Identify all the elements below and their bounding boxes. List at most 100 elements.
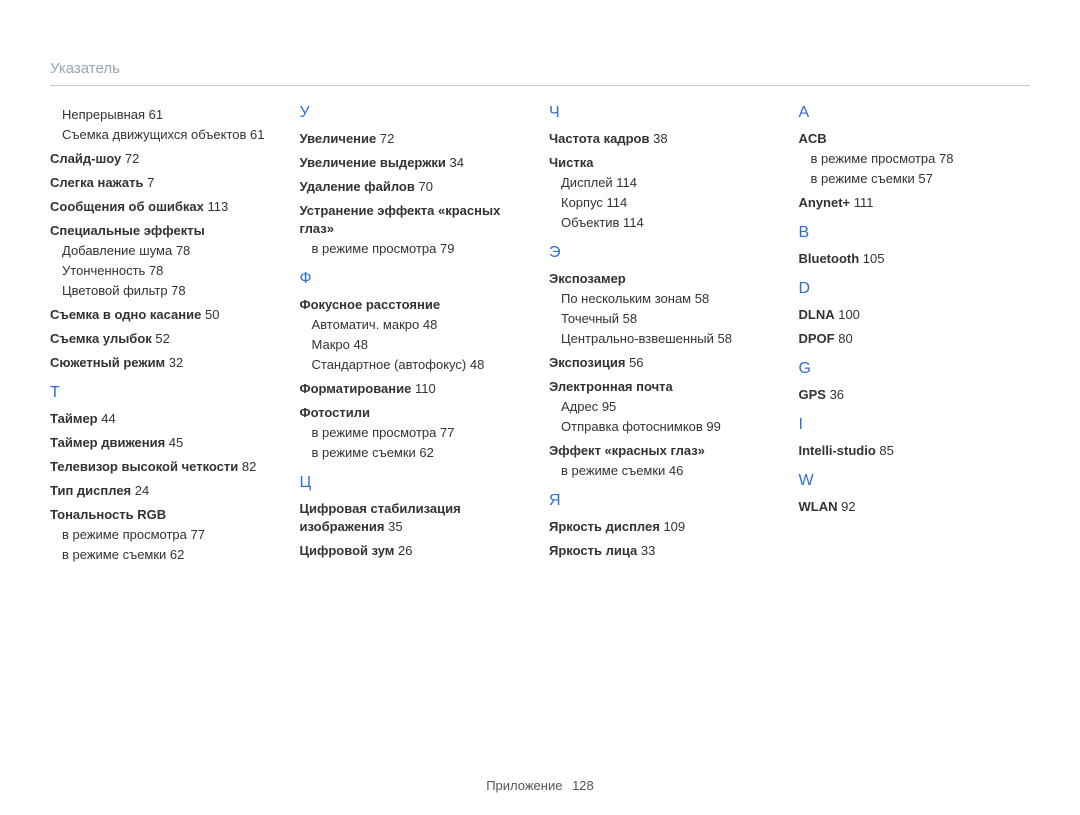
page-ref: 72 [121,151,139,166]
index-term[interactable]: Цифровая стабилизация изображения 35 [300,500,532,536]
index-letter: B [799,224,1031,242]
index-subentry[interactable]: в режиме съемки 57 [811,170,1031,188]
page-ref: 85 [876,443,894,458]
index-subentry[interactable]: Цветовой фильтр 78 [62,282,282,300]
footer-label: Приложение [486,778,562,793]
index-subentry[interactable]: Автоматич. макро 48 [312,316,532,334]
index-column: У Увеличение 72 Увеличение выдержки 34 Удал… [300,104,532,564]
page-ref: 82 [238,459,256,474]
index-term[interactable]: Таймер движения 45 [50,434,282,452]
page-ref: 113 [204,199,228,214]
index-term[interactable]: Экспозамер [549,270,781,288]
index-term[interactable]: Anynet+ 111 [799,194,1031,212]
page-ref: 50 [201,307,219,322]
index-term[interactable]: Фотостили [300,404,532,422]
index-letter: Ф [300,270,532,288]
index-term[interactable]: Тип дисплея 24 [50,482,282,500]
index-subentry[interactable]: Дисплей 114 [561,174,781,192]
page-ref: 36 [826,387,844,402]
index-subentry[interactable]: в режиме съемки 46 [561,462,781,480]
index-subentry[interactable]: в режиме съемки 62 [62,546,282,564]
index-letter: Э [549,244,781,262]
index-subentry[interactable]: Стандартное (автофокус) 48 [312,356,532,374]
index-subentry[interactable]: в режиме просмотра 78 [811,150,1031,168]
index-subentry[interactable]: Центрально-взвешенный 58 [561,330,781,348]
index-letter: Я [549,492,781,510]
page-ref: 34 [446,155,464,170]
index-term[interactable]: Специальные эффекты [50,222,282,240]
index-term[interactable]: Частота кадров 38 [549,130,781,148]
index-subentry[interactable]: в режиме просмотра 79 [312,240,532,258]
index-term[interactable]: Увеличение выдержки 34 [300,154,532,172]
page-ref: 110 [411,381,435,396]
index-term[interactable]: Телевизор высокой четкости 82 [50,458,282,476]
index-term[interactable]: Съемка в одно касание 50 [50,306,282,324]
page-ref: 24 [131,483,149,498]
index-subentry[interactable]: в режиме просмотра 77 [312,424,532,442]
index-term[interactable]: Intelli-studio 85 [799,442,1031,460]
index-term[interactable]: Яркость дисплея 109 [549,518,781,536]
index-term[interactable]: Слегка нажать 7 [50,174,282,192]
index-term[interactable]: Сообщения об ошибках 113 [50,198,282,216]
index-term[interactable]: Слайд-шоу 72 [50,150,282,168]
index-term[interactable]: Фокусное расстояние [300,296,532,314]
index-subentry[interactable]: Точечный 58 [561,310,781,328]
index-term[interactable]: Таймер 44 [50,410,282,428]
index-term[interactable]: Цифровой зум 26 [300,542,532,560]
index-letter: Ч [549,104,781,122]
index-term[interactable]: Яркость лица 33 [549,542,781,560]
index-subentry[interactable]: По нескольким зонам 58 [561,290,781,308]
index-term[interactable]: Сюжетный режим 32 [50,354,282,372]
page-ref: 38 [649,131,667,146]
index-term[interactable]: Удаление файлов 70 [300,178,532,196]
page-ref: 33 [637,543,655,558]
index-term[interactable]: Эффект «красных глаз» [549,442,781,460]
index-subentry[interactable]: Объектив 114 [561,214,781,232]
index-subentry[interactable]: Съемка движущихся объектов 61 [62,126,282,144]
page-ref: 52 [152,331,170,346]
index-term[interactable]: Электронная почта [549,378,781,396]
index-column: AACBв режиме просмотра 78в режиме съемки… [799,104,1031,564]
index-term[interactable]: Съемка улыбок 52 [50,330,282,348]
page-ref: 45 [165,435,183,450]
index-subentry[interactable]: Макро 48 [312,336,532,354]
page-ref: 111 [850,195,873,210]
index-letter: Т [50,384,282,402]
page-ref: 56 [625,355,643,370]
index-letter: Ц [300,474,532,492]
index-term[interactable]: Увеличение 72 [300,130,532,148]
index-columns: Непрерывная 61 Съемка движущихся объектов… [50,104,1030,564]
page-title: Указатель [50,60,1030,86]
page-ref: 26 [394,543,412,558]
footer-page-number: 128 [572,778,594,793]
page-ref: 105 [859,251,884,266]
index-term[interactable]: Экспозиция 56 [549,354,781,372]
index-term[interactable]: Форматирование 110 [300,380,532,398]
page-ref: 80 [835,331,853,346]
index-letter: У [300,104,532,122]
index-subentry[interactable]: Отправка фотоснимков 99 [561,418,781,436]
index-term[interactable]: WLAN 92 [799,498,1031,516]
index-term[interactable]: Тональность RGB [50,506,282,524]
index-page: Указатель Непрерывная 61 Съемка движущихс… [0,0,1080,815]
index-term[interactable]: DPOF 80 [799,330,1031,348]
index-subentry[interactable]: в режиме съемки 62 [312,444,532,462]
index-term[interactable]: Bluetooth 105 [799,250,1031,268]
index-term[interactable]: DLNA 100 [799,306,1031,324]
index-subentry[interactable]: Адрес 95 [561,398,781,416]
page-ref: 70 [415,179,433,194]
index-letter: D [799,280,1031,298]
index-subentry[interactable]: Корпус 114 [561,194,781,212]
index-subentry[interactable]: в режиме просмотра 77 [62,526,282,544]
index-column: Непрерывная 61 Съемка движущихся объектов… [50,104,282,564]
index-term[interactable]: ACB [799,130,1031,148]
index-letter: W [799,472,1031,490]
index-term[interactable]: GPS 36 [799,386,1031,404]
index-subentry[interactable]: Утонченность 78 [62,262,282,280]
index-term[interactable]: Чистка [549,154,781,172]
index-term[interactable]: Устранение эффекта «красных глаз» [300,202,532,238]
index-subentry[interactable]: Добавление шума 78 [62,242,282,260]
page-ref: 32 [165,355,183,370]
index-subentry[interactable]: Непрерывная 61 [62,106,282,124]
page-ref: 7 [144,175,155,190]
